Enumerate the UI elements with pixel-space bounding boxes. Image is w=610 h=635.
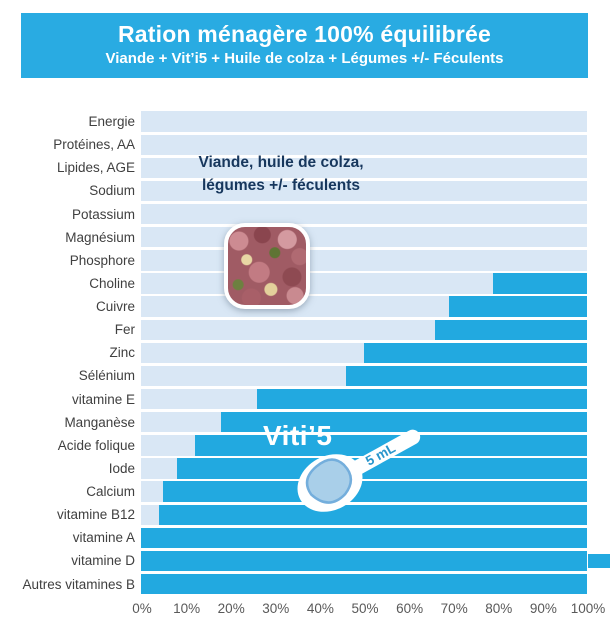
page-subtitle: Viande + Vit’i5 + Huile de colza + Légum…: [105, 50, 504, 67]
chart-row: [141, 341, 587, 364]
y-axis-label: Protéines, AA: [53, 137, 135, 153]
chart-row: [141, 503, 587, 526]
y-axis-label: Fer: [114, 322, 135, 338]
bar-viti5-segment: [141, 550, 587, 572]
y-axis-label: Cuivre: [95, 299, 135, 314]
bar-viti5-segment: [448, 296, 587, 317]
x-axis-tick: 100%: [570, 601, 606, 616]
x-axis-tick: 40%: [306, 601, 334, 616]
chart-row: [141, 203, 587, 226]
bar-food-segment: [141, 481, 164, 502]
x-axis-tick: 80%: [485, 601, 513, 616]
page-title: Ration ménagère 100% équilibrée: [117, 21, 492, 47]
bar-viti5-segment: [221, 412, 587, 433]
chart-row: [141, 549, 610, 572]
y-axis-label: vitamine D: [71, 553, 135, 569]
x-axis-tick: 60%: [396, 601, 424, 616]
y-axis-label: vitamine B12: [56, 507, 135, 523]
y-axis-label: Calcium: [86, 484, 135, 499]
y-axis-label: Acide folique: [57, 437, 135, 453]
spoon-powder: [305, 458, 353, 504]
y-axis-label: Iode: [108, 460, 135, 476]
chart-row: [141, 249, 587, 272]
bar-food-segment: [141, 157, 587, 179]
y-axis-label: Phosphore: [69, 252, 135, 268]
viti5-supplement-label: Viti’5: [263, 420, 333, 451]
bar-food-segment: [141, 504, 159, 525]
bar-overflow-segment: [588, 553, 610, 569]
bar-food-segment: [141, 412, 222, 433]
bar-viti5-segment: [176, 458, 587, 479]
chart-row: [141, 411, 587, 434]
chart-row: [141, 295, 587, 318]
bar-food-segment: [141, 227, 587, 248]
bar-food-segment: [141, 319, 436, 340]
bar-viti5-segment: [435, 319, 587, 340]
bar-food-segment: [141, 111, 587, 132]
spoon-handle: [343, 429, 421, 480]
x-axis-tick: 10%: [173, 601, 201, 616]
chart-row: [141, 364, 587, 387]
bar-viti5-segment: [493, 273, 587, 294]
chart-row: [141, 388, 587, 411]
chart-row: [141, 133, 587, 156]
bar-food-segment: [141, 458, 177, 479]
x-axis-tick: 20%: [217, 601, 245, 616]
bar-viti5-segment: [141, 573, 587, 595]
y-axis-label: vitamine E: [71, 391, 135, 407]
bar-viti5-segment: [141, 527, 587, 549]
chart-row: [141, 272, 587, 295]
bar-food-segment: [141, 180, 587, 202]
x-axis-tick: 50%: [351, 601, 379, 616]
bar-viti5-segment: [158, 504, 587, 525]
y-axis-label: vitamine A: [72, 530, 135, 546]
y-axis-label: Autres vitamines B: [22, 576, 135, 592]
y-axis-label: Potassium: [71, 206, 135, 222]
food-contribution-label: Viande, huile de colza, légumes +/- fécu…: [176, 152, 386, 197]
bar-food-segment: [141, 435, 195, 456]
x-axis-tick: 0%: [132, 601, 152, 616]
measuring-spoon-icon: 5 mL: [297, 429, 421, 512]
chart-row: [141, 457, 587, 480]
header-banner: Ration ménagère 100% équilibrée Viande +…: [21, 13, 588, 78]
bar-food-segment: [141, 203, 587, 225]
bar-viti5-segment: [364, 342, 587, 364]
chart-row: [141, 156, 587, 179]
chart-row: [141, 318, 587, 341]
y-axis-label: Choline: [89, 275, 135, 291]
y-axis-label: Energie: [88, 114, 135, 129]
meat-ration-photo: [224, 223, 310, 309]
bar-viti5-segment: [163, 481, 587, 502]
chart-row: [141, 110, 587, 133]
y-axis-label: Magnésium: [65, 229, 135, 245]
x-axis: 0% 10% 20% 30% 40% 50% 60% 70% 80% 90% 100%: [132, 601, 610, 621]
spoon-volume-label: 5 mL: [363, 440, 398, 468]
chart-row: [141, 179, 587, 202]
food-contribution-label-line1: Viande, huile de colza,: [198, 154, 364, 171]
x-axis-tick: 70%: [440, 601, 468, 616]
chart-row: [141, 573, 587, 596]
y-axis-label: Sélénium: [78, 368, 135, 384]
x-axis-tick: 90%: [529, 601, 557, 616]
bar-viti5-segment: [256, 388, 587, 410]
y-axis-label: Manganèse: [64, 414, 135, 430]
x-axis-tick: 30%: [262, 601, 290, 616]
chart-row: [141, 526, 587, 549]
bar-food-segment: [141, 273, 494, 294]
bar-food-segment: [141, 388, 257, 410]
bar-food-segment: [141, 342, 364, 364]
bar-viti5-segment: [346, 365, 587, 387]
bar-food-segment: [141, 365, 347, 387]
y-axis-labels: Energie Protéines, AA Lipides, AGE Sodium Po…: [0, 110, 135, 596]
y-axis-label: Lipides, AGE: [56, 160, 135, 176]
bar-food-segment: [141, 250, 587, 271]
y-axis-label: Zinc: [109, 345, 135, 361]
chart-row: [141, 226, 587, 249]
y-axis-label: Sodium: [89, 183, 135, 199]
bar-food-segment: [141, 134, 587, 155]
chart-row: [141, 480, 587, 503]
food-contribution-label-line2: légumes +/- féculents: [201, 176, 361, 194]
